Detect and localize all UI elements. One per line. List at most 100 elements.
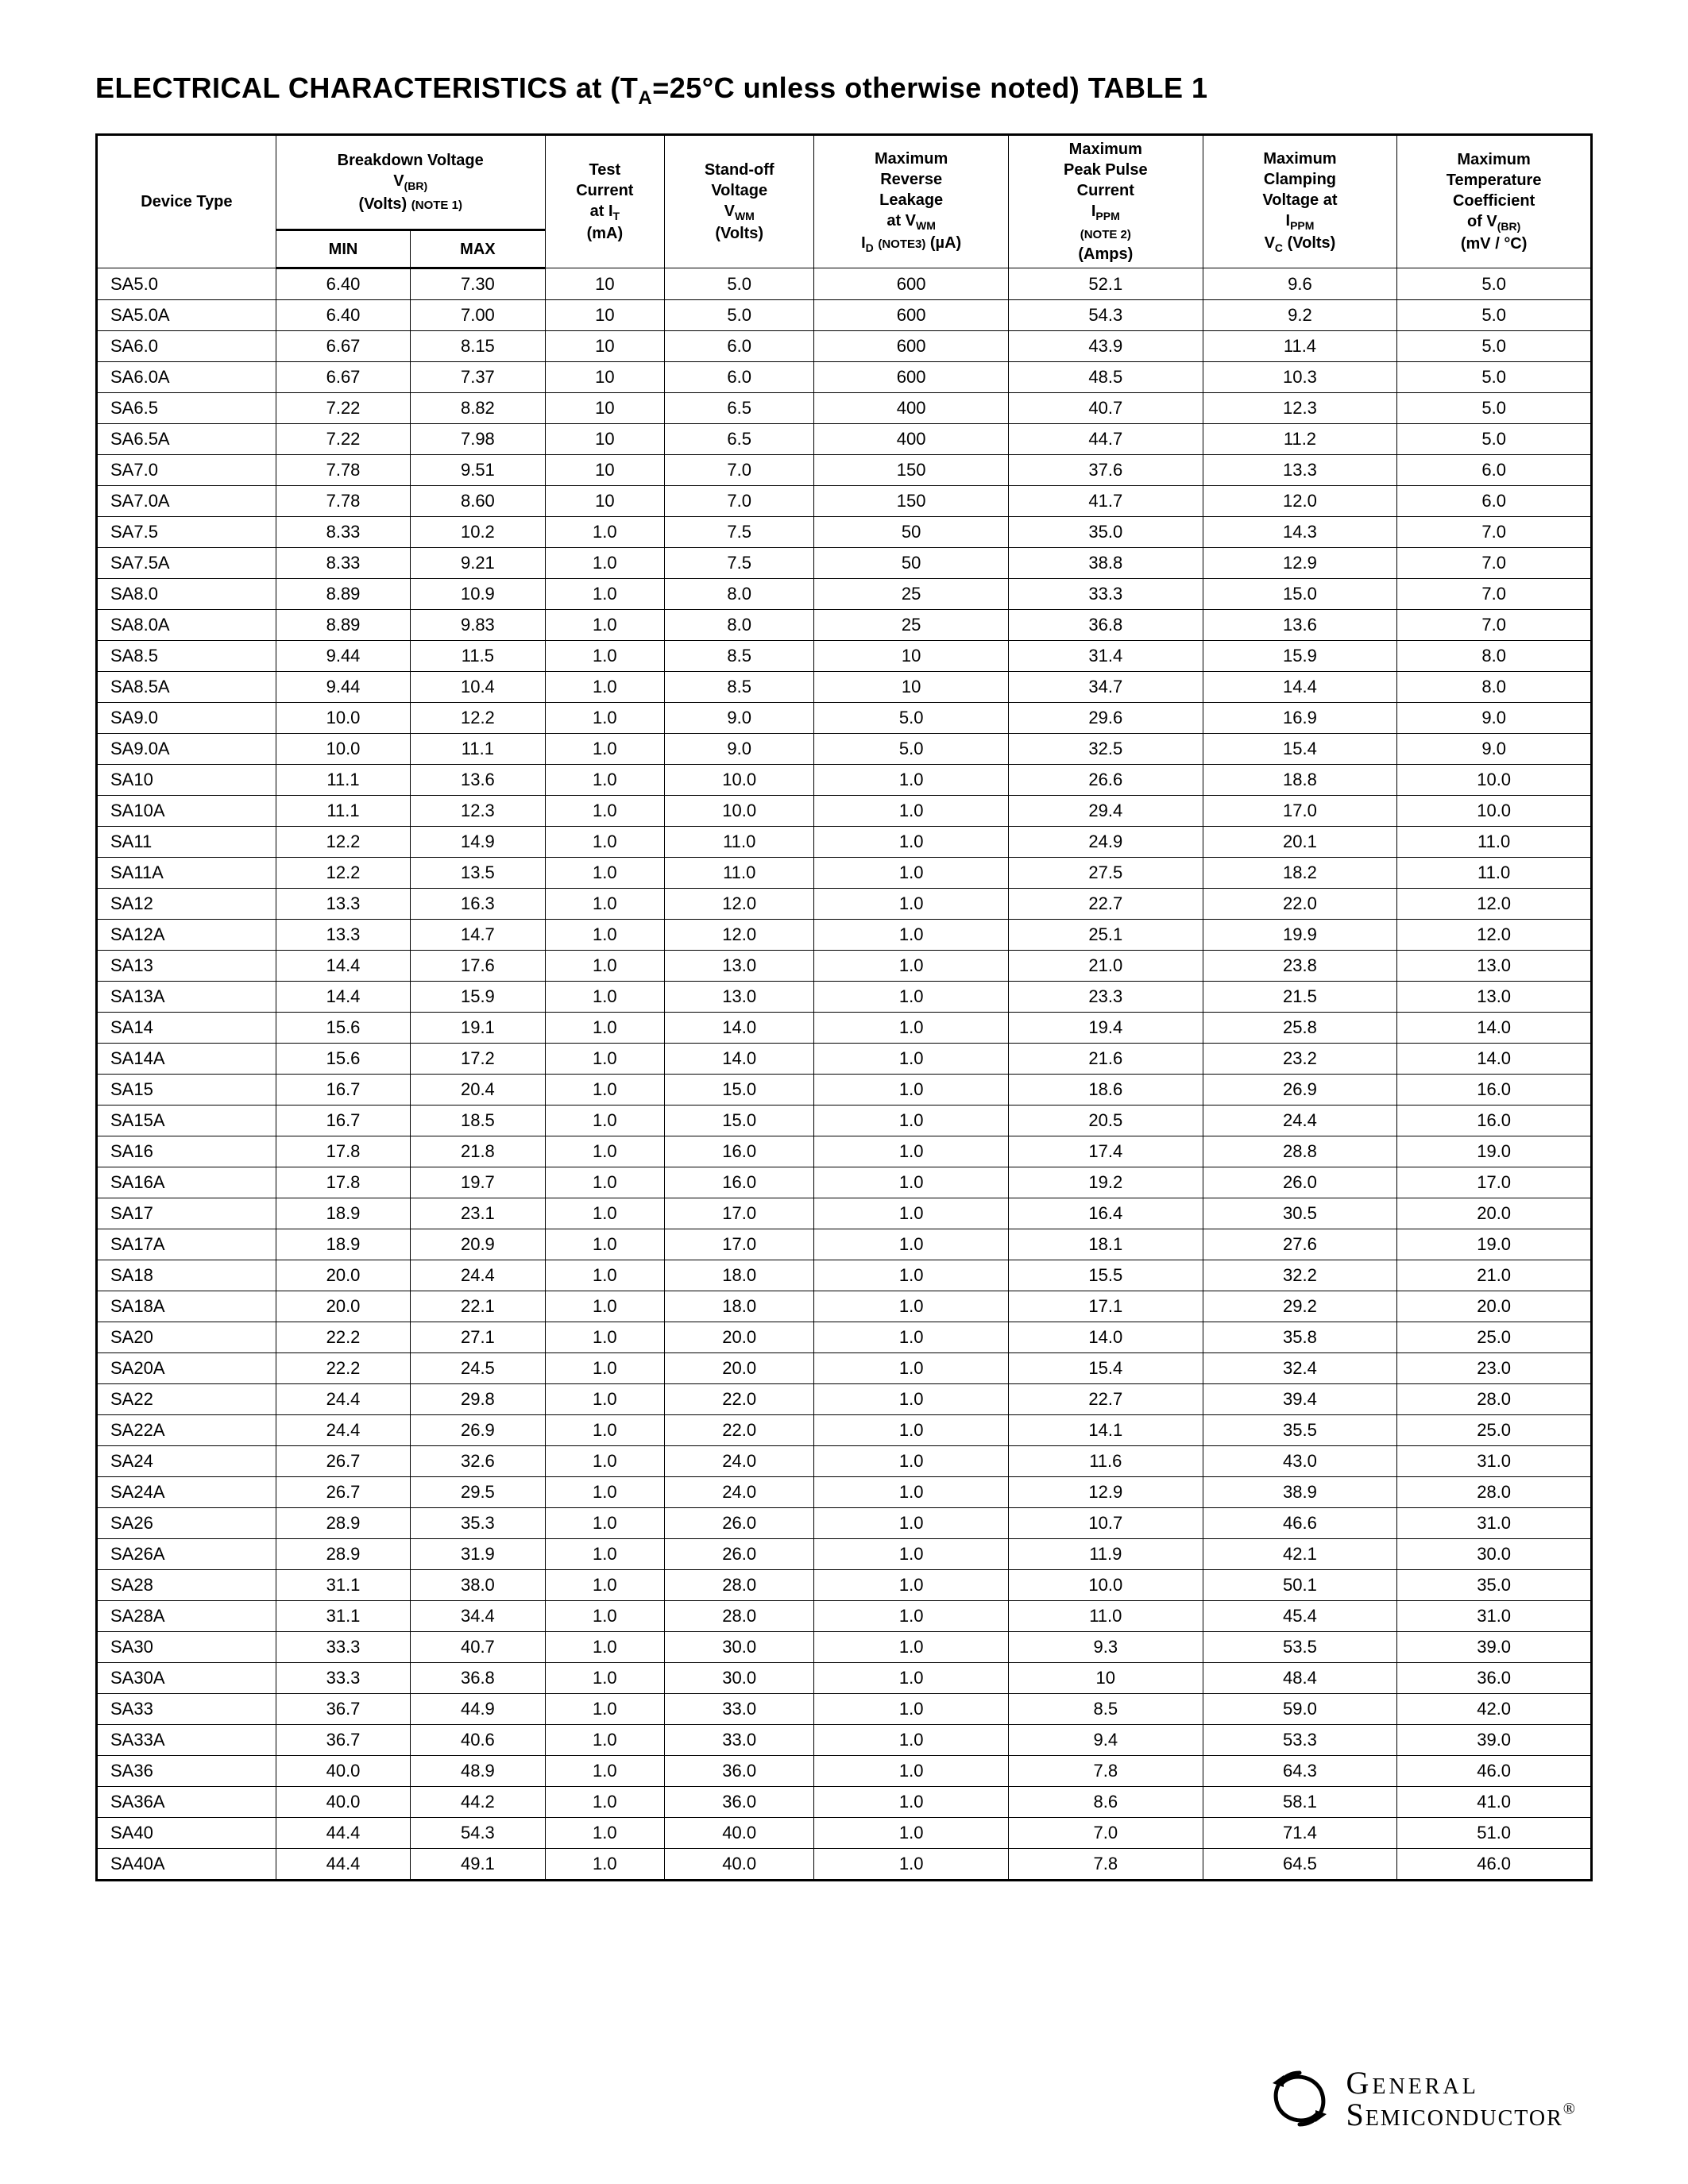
col-test-l1: Test <box>589 161 621 179</box>
cell-value: 1.0 <box>814 1415 1009 1446</box>
cell-value: 25 <box>814 579 1009 610</box>
cell-value: 1.0 <box>814 982 1009 1013</box>
cell-value: 43.0 <box>1203 1446 1397 1477</box>
cell-value: 10.0 <box>276 734 410 765</box>
cell-value: 18.9 <box>276 1229 410 1260</box>
table-row: SA1415.619.11.014.01.019.425.814.0 <box>97 1013 1592 1044</box>
cell-value: 1.0 <box>545 920 665 951</box>
cell-value: 8.15 <box>411 331 545 362</box>
cell-value: 28.0 <box>665 1601 814 1632</box>
cell-value: 8.33 <box>276 517 410 548</box>
cell-value: 29.4 <box>1008 796 1203 827</box>
cell-device: SA24A <box>97 1477 276 1508</box>
cell-value: 11.0 <box>1397 827 1592 858</box>
cell-value: 9.51 <box>411 455 545 486</box>
cell-value: 1.0 <box>545 1725 665 1756</box>
cell-device: SA16A <box>97 1167 276 1198</box>
cell-value: 18.0 <box>665 1260 814 1291</box>
table-row: SA10A11.112.31.010.01.029.417.010.0 <box>97 796 1592 827</box>
cell-value: 22.1 <box>411 1291 545 1322</box>
cell-value: 1.0 <box>814 1198 1009 1229</box>
col-clamp-l1: Maximum <box>1263 150 1336 168</box>
cell-value: 1.0 <box>545 610 665 641</box>
cell-value: 9.44 <box>276 641 410 672</box>
cell-value: 150 <box>814 486 1009 517</box>
cell-value: 10 <box>1008 1663 1203 1694</box>
col-clamp-sub1: PPM <box>1290 219 1314 232</box>
cell-device: SA8.0 <box>97 579 276 610</box>
cell-value: 23.8 <box>1203 951 1397 982</box>
cell-value: 38.8 <box>1008 548 1203 579</box>
cell-value: 20.0 <box>1397 1198 1592 1229</box>
col-breakdown-note: (NOTE 1) <box>411 199 462 212</box>
cell-value: 9.4 <box>1008 1725 1203 1756</box>
cell-value: 1.0 <box>814 1818 1009 1849</box>
cell-value: 12.9 <box>1203 548 1397 579</box>
cell-value: 64.3 <box>1203 1756 1397 1787</box>
cell-value: 51.0 <box>1397 1818 1592 1849</box>
cell-value: 1.0 <box>545 1260 665 1291</box>
cell-value: 29.8 <box>411 1384 545 1415</box>
cell-value: 7.5 <box>665 548 814 579</box>
cell-value: 8.5 <box>665 641 814 672</box>
col-standoff-sym: V <box>724 203 735 220</box>
cell-value: 21.6 <box>1008 1044 1203 1075</box>
cell-value: 17.2 <box>411 1044 545 1075</box>
cell-value: 1.0 <box>545 1384 665 1415</box>
cell-value: 1.0 <box>545 889 665 920</box>
cell-value: 1.0 <box>814 1446 1009 1477</box>
cell-value: 9.21 <box>411 548 545 579</box>
cell-value: 54.3 <box>411 1818 545 1849</box>
cell-value: 400 <box>814 424 1009 455</box>
table-row: SA18A20.022.11.018.01.017.129.220.0 <box>97 1291 1592 1322</box>
table-row: SA14A15.617.21.014.01.021.623.214.0 <box>97 1044 1592 1075</box>
table-row: SA13A14.415.91.013.01.023.321.513.0 <box>97 982 1592 1013</box>
cell-device: SA6.0A <box>97 362 276 393</box>
cell-device: SA18A <box>97 1291 276 1322</box>
cell-value: 7.78 <box>276 455 410 486</box>
cell-value: 1.0 <box>545 672 665 703</box>
table-row: SA1516.720.41.015.01.018.626.916.0 <box>97 1075 1592 1106</box>
cell-value: 1.0 <box>814 1384 1009 1415</box>
cell-value: 5.0 <box>1397 393 1592 424</box>
cell-value: 14.4 <box>276 951 410 982</box>
table-row: SA9.0A10.011.11.09.05.032.515.49.0 <box>97 734 1592 765</box>
cell-device: SA15A <box>97 1106 276 1136</box>
cell-value: 5.0 <box>1397 424 1592 455</box>
cell-value: 38.0 <box>411 1570 545 1601</box>
cell-value: 36.7 <box>276 1725 410 1756</box>
cell-value: 8.0 <box>665 610 814 641</box>
cell-value: 10 <box>814 641 1009 672</box>
table-row: SA1617.821.81.016.01.017.428.819.0 <box>97 1136 1592 1167</box>
cell-value: 1.0 <box>545 1601 665 1632</box>
table-row: SA7.07.789.51107.015037.613.36.0 <box>97 455 1592 486</box>
cell-value: 22.0 <box>665 1415 814 1446</box>
cell-value: 7.0 <box>1397 548 1592 579</box>
cell-value: 16.4 <box>1008 1198 1203 1229</box>
cell-value: 8.0 <box>1397 672 1592 703</box>
cell-value: 53.5 <box>1203 1632 1397 1663</box>
cell-value: 43.9 <box>1008 331 1203 362</box>
cell-value: 1.0 <box>545 1446 665 1477</box>
col-rev-sub2: D <box>866 241 874 254</box>
cell-value: 39.4 <box>1203 1384 1397 1415</box>
cell-value: 18.2 <box>1203 858 1397 889</box>
cell-device: SA8.5A <box>97 672 276 703</box>
cell-value: 71.4 <box>1203 1818 1397 1849</box>
cell-value: 18.1 <box>1008 1229 1203 1260</box>
cell-value: 5.0 <box>814 734 1009 765</box>
table-row: SA3336.744.91.033.01.08.559.042.0 <box>97 1694 1592 1725</box>
cell-device: SA13A <box>97 982 276 1013</box>
cell-value: 9.0 <box>1397 734 1592 765</box>
cell-value: 29.2 <box>1203 1291 1397 1322</box>
cell-value: 32.4 <box>1203 1353 1397 1384</box>
cell-value: 59.0 <box>1203 1694 1397 1725</box>
cell-value: 42.1 <box>1203 1539 1397 1570</box>
cell-value: 14.0 <box>1397 1044 1592 1075</box>
cell-value: 5.0 <box>1397 268 1592 300</box>
cell-value: 11.1 <box>276 796 410 827</box>
cell-value: 16.0 <box>665 1136 814 1167</box>
col-test-l2: Current <box>576 182 633 199</box>
cell-value: 17.0 <box>665 1229 814 1260</box>
cell-value: 12.0 <box>1397 889 1592 920</box>
